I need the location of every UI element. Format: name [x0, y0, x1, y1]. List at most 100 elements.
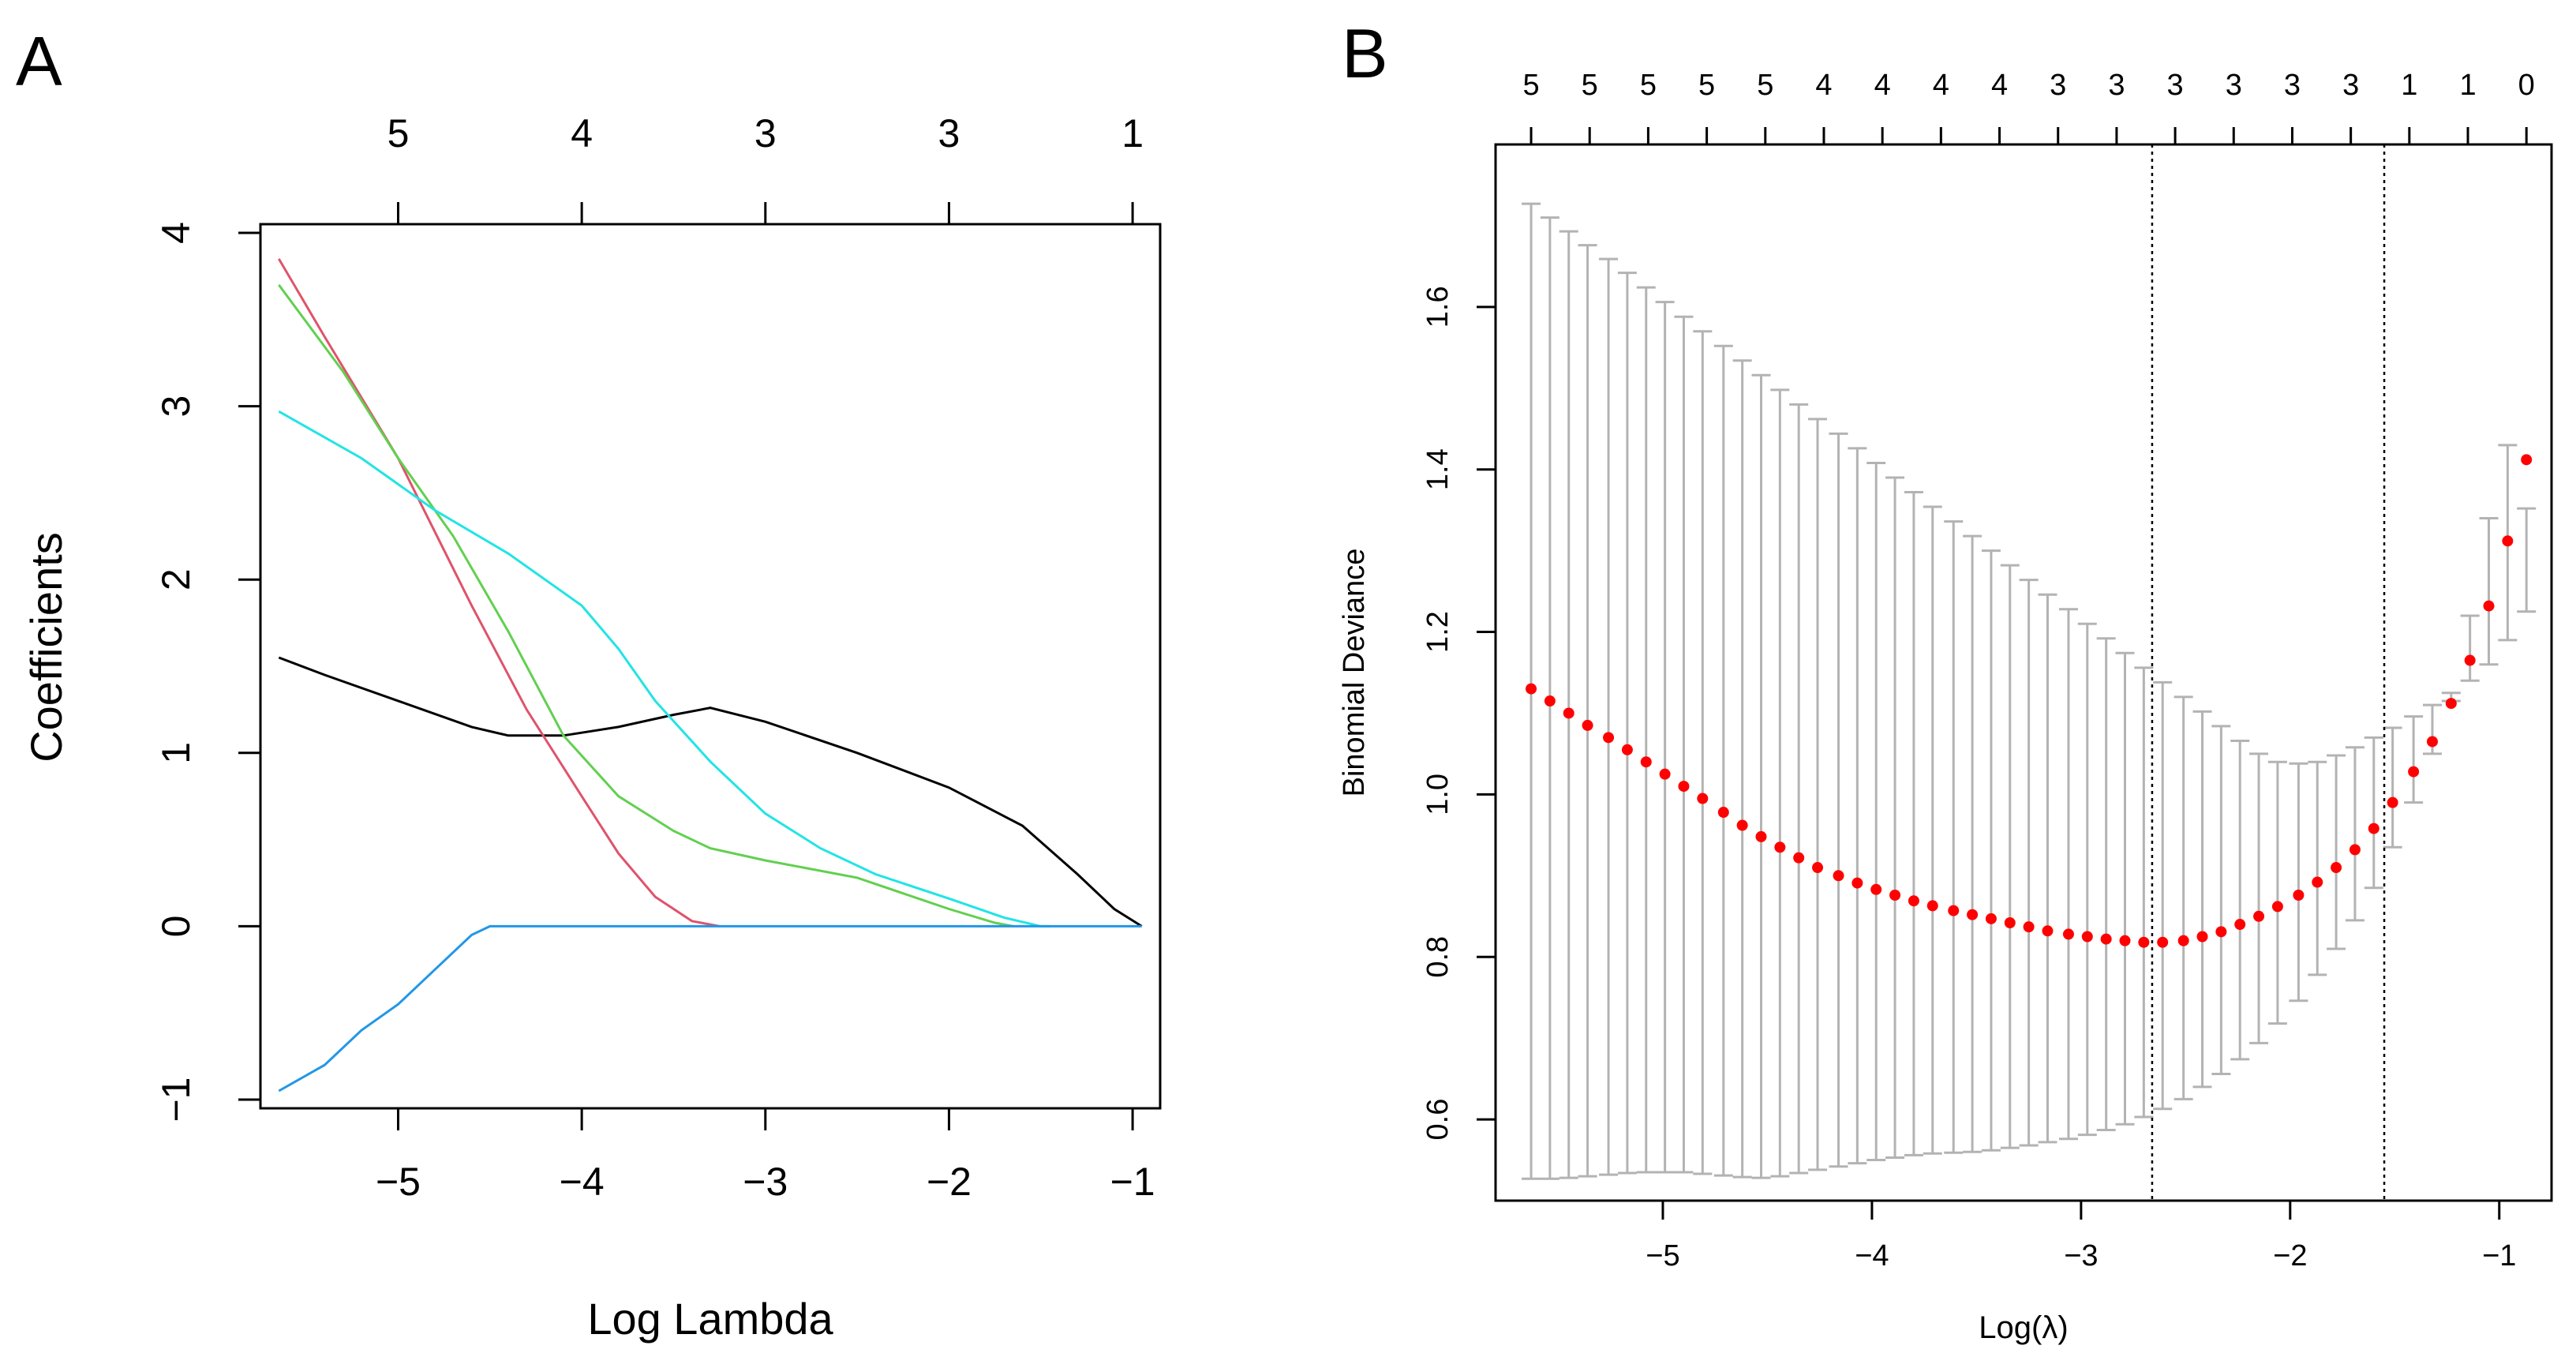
y-tick-label: 3 — [154, 395, 198, 418]
mean-point — [1697, 793, 1709, 804]
top-tick-label: 5 — [388, 111, 410, 156]
series-line-red — [278, 258, 720, 928]
mean-point — [2004, 917, 2016, 929]
x-tick-label: −4 — [560, 1160, 605, 1204]
mean-point — [2023, 921, 2035, 933]
y-tick-label: 0 — [154, 916, 198, 938]
mean-point — [2502, 535, 2514, 547]
x-tick-label: −5 — [1646, 1239, 1679, 1272]
mean-point — [2483, 600, 2495, 612]
mean-point — [2312, 876, 2323, 888]
mean-point — [2042, 925, 2054, 937]
panel-b-y-axis: 0.6 0.8 1.0 1.2 1.4 1.6 — [1421, 286, 1497, 1141]
top-tick-label: 3 — [2342, 69, 2359, 102]
mean-point — [1544, 695, 1556, 707]
mean-point — [1812, 862, 1824, 874]
panel-a-series-group — [278, 258, 1143, 1093]
mean-point — [2177, 935, 2189, 946]
mean-point — [1603, 732, 1615, 744]
top-tick-label: 5 — [1582, 69, 1598, 102]
mean-point — [1908, 895, 1919, 907]
mean-point — [2157, 936, 2169, 948]
mean-point — [2081, 931, 2093, 943]
mean-point — [1889, 890, 1901, 901]
top-tick-label: 3 — [2167, 69, 2184, 102]
mean-point — [1852, 877, 1863, 889]
top-tick-label: 3 — [2050, 69, 2066, 102]
mean-point — [2119, 935, 2131, 946]
y-tick-label: −1 — [154, 1078, 198, 1123]
x-tick-label: −3 — [2064, 1239, 2098, 1272]
panel-a-top-axis: 5 4 3 3 1 — [388, 111, 1144, 226]
y-tick-label: 0.8 — [1421, 936, 1455, 978]
top-tick-label: 4 — [1933, 69, 1949, 102]
panel-a-y-axis: −1 0 1 2 3 4 — [154, 222, 262, 1123]
y-tick-label: 1.4 — [1421, 448, 1455, 490]
mean-point — [1640, 756, 1652, 768]
mean-point — [2215, 926, 2227, 938]
mean-point — [1563, 707, 1574, 719]
mean-point — [2062, 928, 2074, 940]
mean-point — [2464, 654, 2476, 666]
mean-point — [2521, 454, 2533, 466]
top-tick-label: 3 — [2284, 69, 2301, 102]
mean-point — [2445, 698, 2457, 710]
top-tick-label: 5 — [1757, 69, 1773, 102]
panel-a-label: A — [16, 22, 62, 100]
mean-point — [1755, 830, 1767, 842]
mean-point — [2100, 933, 2112, 945]
panel-a-plot-frame — [259, 223, 1162, 1110]
top-tick-label: 5 — [1522, 69, 1539, 102]
y-tick-label: 1.0 — [1421, 774, 1455, 815]
mean-point — [1948, 905, 1960, 916]
panel-b: B −5 −4 −3 −2 −1 0.6 0.8 1.0 1.2 1.4 1.6 5 5 5 5 5 4 4 4… — [1338, 14, 2553, 1345]
panel-a: A −5 −4 −3 −2 −1 −1 0 1 2 3 4 5 4 3 3 1 Log Lambda Co… — [16, 22, 1162, 1344]
mean-point — [1774, 841, 1786, 853]
series-line-blue — [278, 924, 1142, 1093]
mean-point — [1736, 819, 1748, 831]
mean-point — [1659, 768, 1671, 780]
panel-b-x-axis: −5 −4 −3 −2 −1 — [1646, 1199, 2516, 1272]
panel-b-x-axis-title: Log(λ) — [1979, 1310, 2068, 1345]
mean-point — [1967, 909, 1979, 920]
top-tick-label: 3 — [754, 111, 777, 156]
top-tick-label: 4 — [1815, 69, 1832, 102]
x-tick-label: −2 — [927, 1160, 972, 1204]
top-tick-label: 4 — [1991, 69, 2008, 102]
y-tick-label: 4 — [154, 222, 198, 244]
mean-point — [2138, 936, 2150, 948]
mean-point — [2426, 736, 2438, 748]
y-tick-label: 1 — [154, 742, 198, 764]
y-tick-label: 1.6 — [1421, 286, 1455, 328]
x-tick-label: −1 — [1110, 1160, 1155, 1204]
y-tick-label: 1.2 — [1421, 611, 1455, 653]
mean-point — [1985, 913, 1997, 924]
top-tick-label: 3 — [2108, 69, 2125, 102]
x-tick-label: −3 — [743, 1160, 788, 1204]
panel-b-reference-lines — [2151, 144, 2386, 1201]
top-tick-label: 3 — [938, 111, 960, 156]
mean-point — [2234, 919, 2246, 931]
top-tick-label: 1 — [2459, 69, 2476, 102]
mean-point — [2253, 910, 2265, 922]
series-line-green — [278, 284, 1014, 928]
panel-b-error-bars — [1522, 202, 2537, 1180]
y-tick-label: 0.6 — [1421, 1099, 1455, 1141]
panel-b-y-axis-title: Binomial Deviance — [1338, 549, 1371, 797]
panel-a-x-axis: −5 −4 −3 −2 −1 — [376, 1107, 1155, 1204]
mean-point — [1870, 883, 1882, 895]
y-tick-label: 2 — [154, 568, 198, 590]
panel-b-mean-points — [1526, 454, 2533, 948]
mean-point — [2349, 844, 2361, 856]
mean-point — [2387, 796, 2398, 808]
mean-point — [2368, 823, 2379, 834]
panel-b-top-axis: 5 5 5 5 5 4 4 4 4 3 3 3 3 3 3 1 1 0 — [1522, 69, 2535, 146]
top-tick-label: 5 — [1698, 69, 1715, 102]
mean-point — [1926, 900, 1938, 912]
x-tick-label: −4 — [1855, 1239, 1889, 1272]
mean-point — [1582, 719, 1593, 731]
mean-point — [2293, 890, 2305, 901]
panel-a-y-axis-title: Coefficients — [21, 532, 71, 763]
top-tick-label: 5 — [1640, 69, 1657, 102]
top-tick-label: 4 — [571, 111, 593, 156]
